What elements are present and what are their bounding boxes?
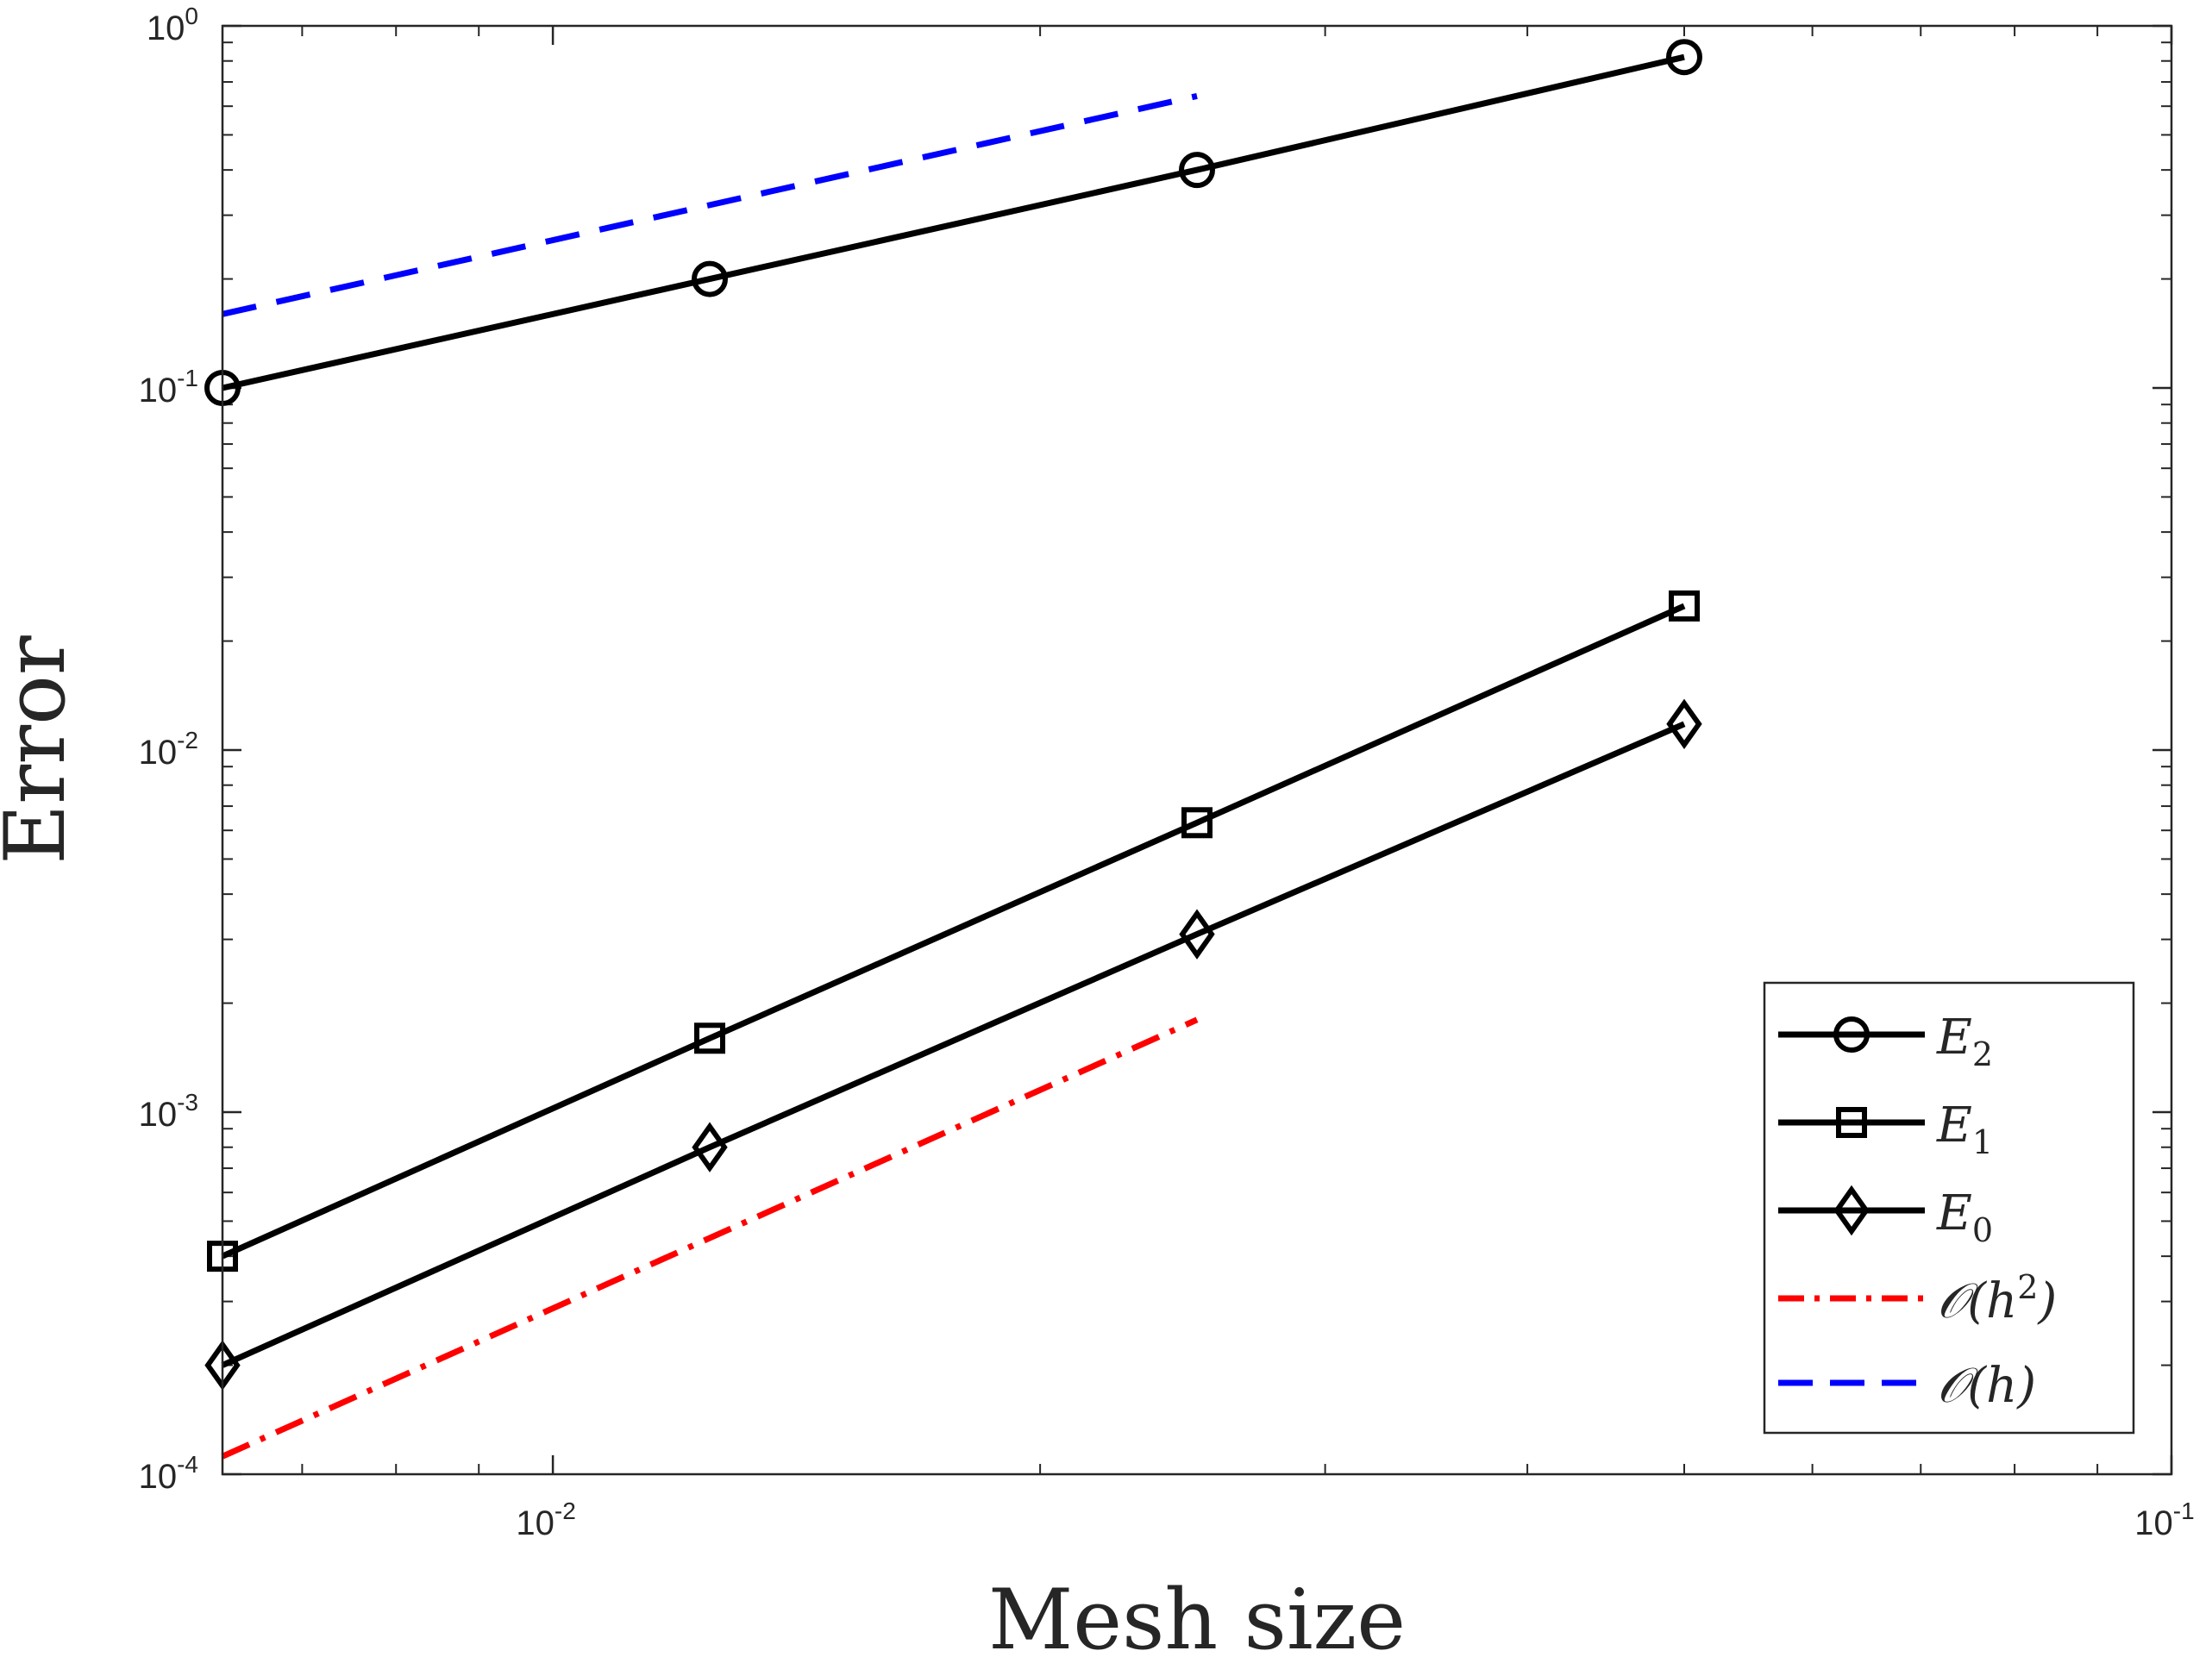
series-o-h- <box>222 92 1198 317</box>
series-layer <box>204 39 1702 1460</box>
legend-label: 𝒪(h) <box>1937 1358 2036 1414</box>
tick-layer: 10-4 10-3 10-2 10-1 100 10-2 10-1 <box>139 3 2195 1542</box>
legend-label: E1 <box>1936 1097 1993 1161</box>
data-point <box>692 1122 728 1172</box>
series-e1 <box>207 590 1700 1272</box>
legend-entry: E2 <box>1778 1010 1993 1073</box>
data-point <box>692 260 728 297</box>
legend: E2 E1 E0 𝒪(h2) 𝒪(h) <box>1763 981 2135 1435</box>
legend-marker <box>1833 1016 1870 1053</box>
y-tick-label: 100 <box>147 3 198 47</box>
data-point <box>694 1022 725 1054</box>
data-point <box>1179 909 1215 960</box>
data-point <box>1669 590 1700 622</box>
data-point <box>1181 807 1213 839</box>
x-axis-label: Mesh size <box>988 1572 1406 1657</box>
plot-frame <box>221 24 2173 1476</box>
series-line <box>222 92 1198 317</box>
legend-entry: E1 <box>1778 1097 1993 1161</box>
legend-label: 𝒪(h2) <box>1937 1268 2057 1329</box>
x-tick-label: 10-1 <box>2134 1498 2194 1542</box>
series-line <box>221 721 1686 1368</box>
y-tick-label: 10-1 <box>139 365 198 410</box>
data-point <box>1179 152 1215 189</box>
y-tick-label: 10-2 <box>139 727 198 772</box>
x-tick-label: 10-2 <box>516 1498 575 1542</box>
series-line <box>222 53 1685 391</box>
y-tick-label: 10-4 <box>139 1451 198 1496</box>
series-line <box>221 603 1686 1260</box>
y-axis-label: Error <box>0 635 84 865</box>
legend-label: E0 <box>1936 1185 1993 1249</box>
series-o-h-2- <box>221 1016 1199 1460</box>
y-tick-label: 10-3 <box>139 1089 198 1134</box>
legend-entry: 𝒪(h) <box>1778 1358 2036 1414</box>
data-point <box>1666 39 1702 76</box>
legend-label: E2 <box>1936 1010 1993 1073</box>
legend-marker <box>1833 1185 1870 1236</box>
legend-entry: 𝒪(h2) <box>1778 1268 2057 1329</box>
legend-entry: E0 <box>1778 1185 1993 1249</box>
data-point <box>1666 698 1702 749</box>
legend-marker <box>1836 1107 1867 1138</box>
series-line <box>221 1016 1199 1460</box>
series-e0 <box>204 698 1702 1391</box>
